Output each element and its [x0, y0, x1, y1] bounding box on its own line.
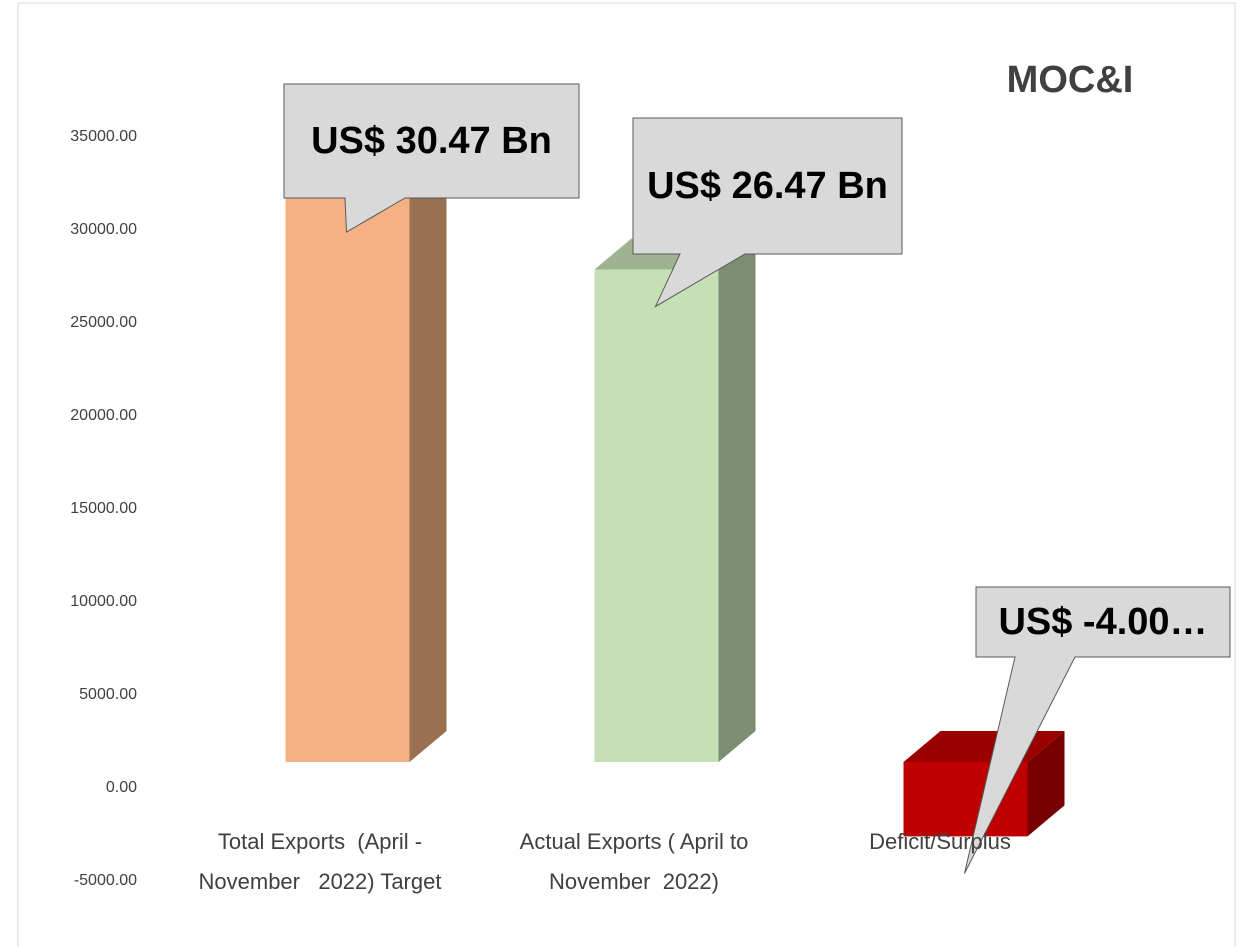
x-tick-label: Deficit/Surplus	[869, 829, 1011, 854]
bar-side	[409, 164, 447, 762]
y-tick-label: 25000.00	[70, 314, 137, 331]
bar-side	[718, 238, 756, 762]
x-tick-label: Total Exports (April - November 2022) Ta…	[198, 829, 442, 894]
callout	[632, 117, 903, 308]
y-tick-label: -5000.00	[74, 872, 137, 889]
bar	[285, 195, 410, 762]
y-tick-label: 0.00	[106, 779, 137, 796]
y-tick-label: 20000.00	[70, 407, 137, 424]
bar-side	[1027, 730, 1065, 837]
bar	[594, 269, 719, 762]
callout	[964, 586, 1231, 874]
y-tick-label: 10000.00	[70, 593, 137, 610]
y-tick-label: 5000.00	[79, 686, 137, 703]
chart-frame	[17, 2, 1236, 947]
chart-title: MOC&I	[1007, 59, 1134, 101]
data-label: US$ 30.47 Bn	[311, 120, 552, 162]
data-label: US$ 26.47 Bn	[647, 165, 888, 207]
callout	[283, 83, 580, 233]
x-tick-label: Actual Exports ( April to November 2022)	[519, 829, 755, 894]
data-label: US$ -4.00…	[998, 601, 1208, 643]
y-tick-label: 15000.00	[70, 500, 137, 517]
y-tick-label: 30000.00	[70, 221, 137, 238]
y-tick-label: 35000.00	[70, 128, 137, 145]
